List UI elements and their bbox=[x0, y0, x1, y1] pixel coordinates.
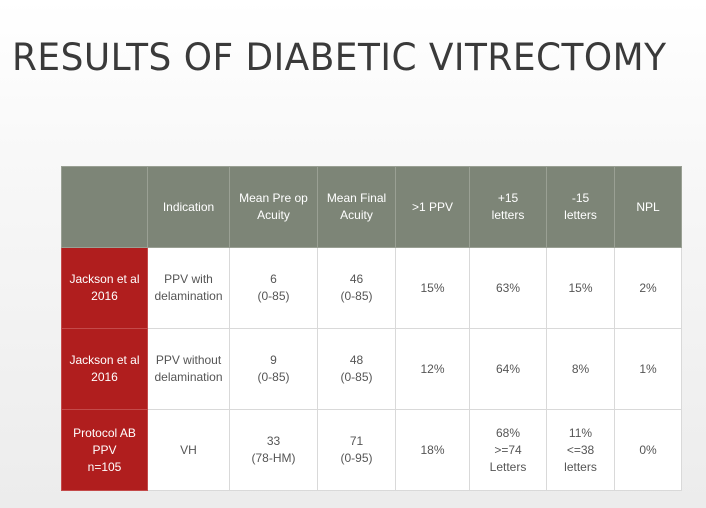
plus-15-cell: 64% bbox=[469, 328, 547, 410]
plus-15-cell: 63% bbox=[469, 247, 547, 329]
slide-title: RESULTS OF DIABETIC VITRECTOMY bbox=[12, 36, 667, 79]
table-row: Jackson et al 2016 PPV without delaminat… bbox=[61, 328, 682, 410]
header-cell-indication: Indication bbox=[147, 166, 230, 248]
table-row: Jackson et al 2016 PPV with delamination… bbox=[61, 247, 682, 329]
npl-cell: 1% bbox=[614, 328, 682, 410]
results-table: Indication Mean Pre op Acuity Mean Final… bbox=[61, 166, 682, 491]
minus-15-cell: 11% <=38 letters bbox=[546, 409, 615, 491]
final-acuity-cell: 71 (0-95) bbox=[317, 409, 396, 491]
indication-cell: PPV with delamination bbox=[147, 247, 230, 329]
header-cell-plus-15-letters: +15 letters bbox=[469, 166, 547, 248]
indication-cell: VH bbox=[147, 409, 230, 491]
final-acuity-cell: 48 (0-85) bbox=[317, 328, 396, 410]
header-cell-mean-final-acuity: Mean Final Acuity bbox=[317, 166, 396, 248]
pre-op-acuity-cell: 9 (0-85) bbox=[229, 328, 318, 410]
minus-15-cell: 15% bbox=[546, 247, 615, 329]
header-cell-more-than-one-ppv: >1 PPV bbox=[395, 166, 470, 248]
npl-cell: 0% bbox=[614, 409, 682, 491]
study-cell: Jackson et al 2016 bbox=[61, 328, 148, 410]
indication-cell: PPV without delamination bbox=[147, 328, 230, 410]
plus-15-cell: 68% >=74 Letters bbox=[469, 409, 547, 491]
header-cell-minus-15-letters: -15 letters bbox=[546, 166, 615, 248]
pre-op-acuity-cell: 33 (78-HM) bbox=[229, 409, 318, 491]
final-acuity-cell: 46 (0-85) bbox=[317, 247, 396, 329]
multi-ppv-cell: 12% bbox=[395, 328, 470, 410]
npl-cell: 2% bbox=[614, 247, 682, 329]
minus-15-cell: 8% bbox=[546, 328, 615, 410]
study-cell: Jackson et al 2016 bbox=[61, 247, 148, 329]
study-cell: Protocol AB PPV n=105 bbox=[61, 409, 148, 491]
header-cell-mean-pre-op-acuity: Mean Pre op Acuity bbox=[229, 166, 318, 248]
table-row: Protocol AB PPV n=105 VH 33 (78-HM) 71 (… bbox=[61, 409, 682, 491]
header-row: Indication Mean Pre op Acuity Mean Final… bbox=[61, 166, 682, 248]
multi-ppv-cell: 15% bbox=[395, 247, 470, 329]
multi-ppv-cell: 18% bbox=[395, 409, 470, 491]
header-cell-empty bbox=[61, 166, 148, 248]
pre-op-acuity-cell: 6 (0-85) bbox=[229, 247, 318, 329]
header-cell-npl: NPL bbox=[614, 166, 682, 248]
